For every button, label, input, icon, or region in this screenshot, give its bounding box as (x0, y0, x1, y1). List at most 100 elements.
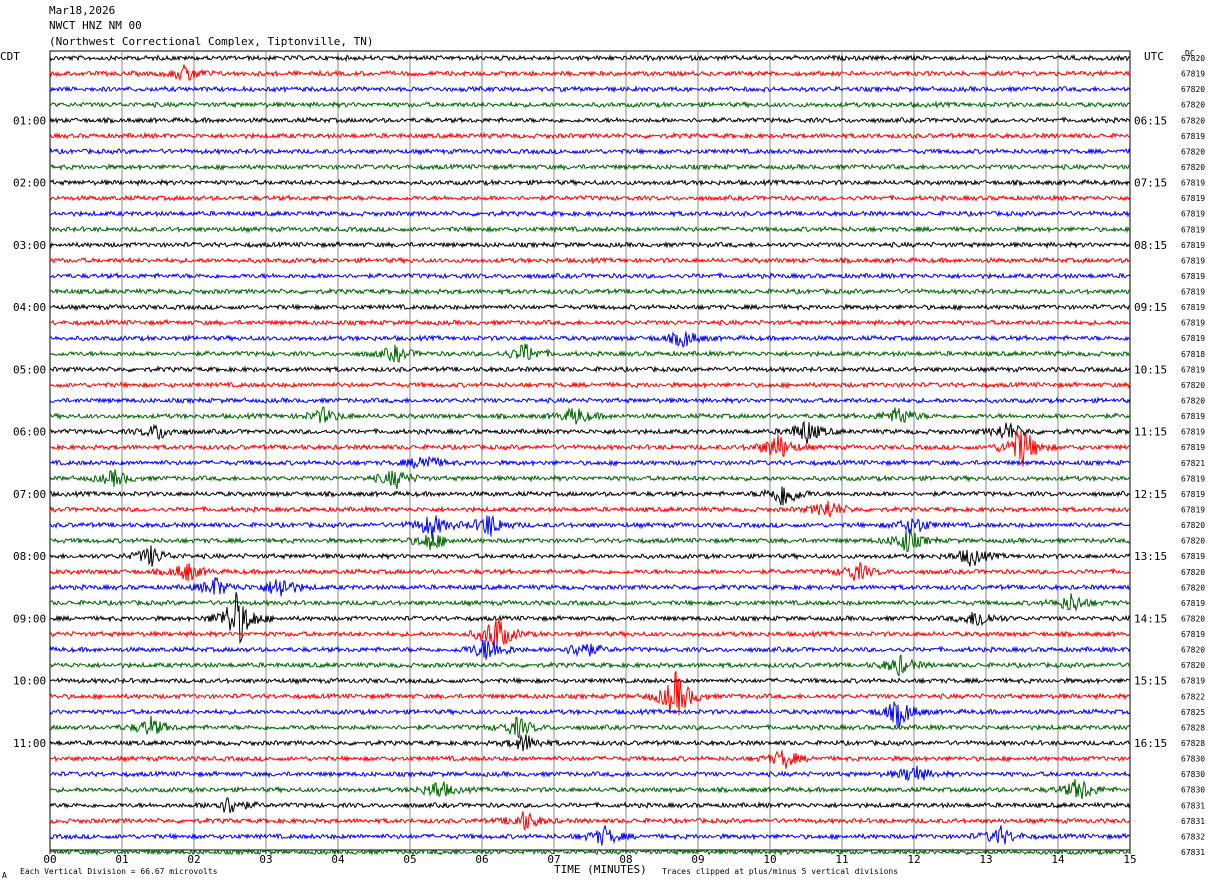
dc-offset-label: 67819 (1181, 552, 1205, 561)
seismic-trace (49, 331, 1131, 349)
seismic-trace (49, 303, 1131, 312)
seismic-trace (49, 64, 1131, 82)
x-tick-label: 13 (979, 853, 992, 866)
seismic-trace (49, 84, 1131, 94)
seismic-trace (49, 561, 1131, 582)
dc-offset-label: 67819 (1181, 132, 1205, 141)
utc-hour-label: 16:15 (1134, 737, 1167, 750)
dc-offset-label: 67820 (1181, 116, 1205, 125)
seismic-trace (49, 147, 1131, 156)
dc-offset-label: 67819 (1181, 443, 1205, 452)
dc-offset-label: 67819 (1181, 303, 1205, 312)
location-title: (Northwest Correctional Complex, Tiptonv… (49, 35, 374, 48)
utc-hour-label: 11:15 (1134, 426, 1167, 439)
seismic-trace (49, 116, 1131, 125)
seismic-trace (50, 318, 1131, 327)
seismic-trace (49, 779, 1131, 800)
seismic-trace (49, 825, 1131, 846)
dc-offset-label: 67820 (1181, 85, 1205, 94)
dc-offset-label: 67819 (1181, 599, 1205, 608)
seismic-trace (49, 701, 1131, 729)
utc-hour-label: 08:15 (1134, 239, 1167, 252)
seismic-trace (49, 178, 1131, 187)
station-title: NWCT HNZ NM 00 (49, 19, 142, 32)
x-tick-label: 03 (259, 853, 272, 866)
dc-offset-label: 67830 (1181, 755, 1205, 764)
cdt-hour-label: 09:00 (13, 612, 46, 625)
seismic-trace (49, 676, 1131, 686)
plot-frame (49, 50, 1131, 851)
x-tick-label: 07 (547, 853, 560, 866)
x-tick-label: 10 (763, 853, 776, 866)
x-axis-title: TIME (MINUTES) (554, 863, 647, 876)
left-timezone-label: CDT (0, 50, 20, 63)
date-title: Mar18,2026 (49, 4, 116, 17)
dc-offset-label: 67820 (1181, 583, 1205, 592)
dc-offset-label: 67830 (1181, 786, 1205, 795)
dc-offset-label: 67819 (1181, 225, 1205, 234)
dc-offset-label: 67825 (1181, 708, 1205, 717)
seismic-trace (49, 514, 1131, 539)
utc-hour-label: 10:15 (1134, 363, 1167, 376)
seismic-trace (49, 256, 1131, 265)
seismic-trace (49, 618, 1131, 648)
dc-offset-label: 67821 (1181, 459, 1205, 468)
seismic-trace (49, 750, 1131, 769)
seismic-trace (49, 380, 1131, 390)
seismic-trace (49, 848, 1131, 857)
seismic-trace (49, 639, 1131, 660)
dc-offset-label: 67820 (1181, 54, 1205, 63)
dc-offset-label: 67820 (1181, 646, 1205, 655)
utc-hour-label: 15:15 (1134, 675, 1167, 688)
dc-offset-label: 67828 (1181, 723, 1205, 732)
dc-offset-label: 67831 (1181, 848, 1205, 857)
dc-offset-label: 67819 (1181, 505, 1205, 514)
dc-offset-label: 67819 (1181, 319, 1205, 328)
seismic-trace (49, 529, 1131, 553)
scale-note: Each Vertical Division = 66.67 microvolt… (20, 867, 218, 876)
dc-offset-label: 67819 (1181, 490, 1205, 499)
x-tick-label: 12 (907, 853, 920, 866)
seismic-trace (49, 209, 1131, 218)
utc-hour-label: 06:15 (1134, 114, 1167, 127)
seismic-trace (49, 193, 1131, 202)
dc-offset-label: 67832 (1181, 832, 1205, 841)
cdt-hour-label: 03:00 (13, 239, 46, 252)
seismic-trace (49, 545, 1131, 567)
seismic-trace (49, 715, 1131, 739)
dc-offset-label: 67819 (1181, 630, 1205, 639)
x-tick-label: 04 (331, 853, 345, 866)
seismic-trace (49, 654, 1131, 677)
dc-offset-label: 67819 (1181, 256, 1205, 265)
dc-offset-label: 67819 (1181, 428, 1205, 437)
seismic-trace (49, 486, 1131, 506)
cdt-hour-label: 02:00 (13, 177, 46, 190)
dc-offset-label: 67820 (1181, 661, 1205, 670)
dc-offset-label: 67819 (1181, 288, 1205, 297)
dc-offset-label: 67822 (1181, 692, 1205, 701)
seismic-trace (49, 343, 1131, 363)
dc-offset-label: 67819 (1181, 70, 1205, 79)
seismic-trace (49, 593, 1131, 613)
seismic-trace (49, 671, 1131, 716)
cdt-hour-label: 08:00 (13, 550, 46, 563)
dc-offset-label: 67831 (1181, 817, 1205, 826)
seismic-trace (49, 797, 1131, 814)
seismic-trace (49, 765, 1131, 782)
seismic-trace (49, 500, 1130, 518)
cdt-hour-label: 05:00 (13, 363, 46, 376)
x-tick-label: 01 (115, 853, 128, 866)
corner-mark: A (2, 871, 7, 880)
right-timezone-label: UTC (1144, 50, 1164, 63)
x-tick-label: 00 (43, 853, 56, 866)
dc-offset-label: 67830 (1181, 770, 1205, 779)
seismic-trace (49, 131, 1131, 141)
dc-offset-label: 67819 (1181, 474, 1205, 483)
dc-offset-label: 67820 (1181, 163, 1205, 172)
dc-offset-label: 67819 (1181, 194, 1205, 203)
dc-offset-label: 67820 (1181, 521, 1205, 530)
dc-column-header: DC (1185, 49, 1195, 58)
dc-offset-label: 67819 (1181, 179, 1205, 188)
seismic-trace (49, 240, 1131, 250)
